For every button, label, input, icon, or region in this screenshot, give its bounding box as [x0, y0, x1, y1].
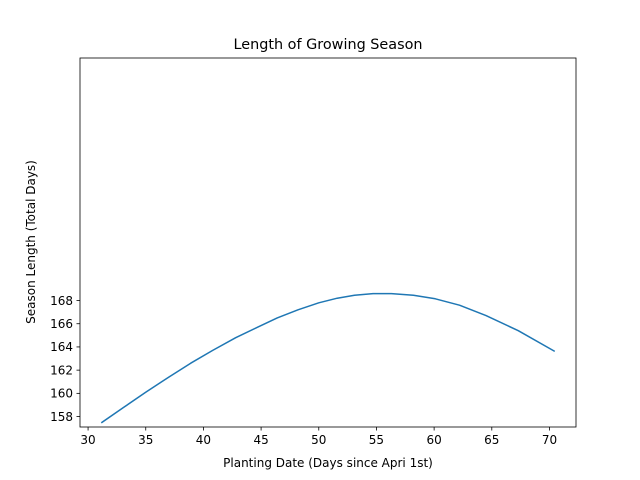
x-tick-label: 45	[253, 433, 268, 447]
x-tick-label: 65	[484, 433, 499, 447]
y-tick-label: 158	[50, 410, 73, 424]
x-axis-ticks: 30 35 40 45 50 55 60 65 70	[80, 427, 557, 447]
plot-frame	[79, 57, 577, 428]
series-layer	[100, 292, 556, 424]
y-tick-label: 160	[50, 387, 73, 401]
y-axis-ticks: 158 160 162 164 166 168	[50, 294, 80, 424]
x-tick-label: 50	[311, 433, 326, 447]
y-axis-label: Season Length (Total Days)	[24, 160, 38, 324]
x-tick-label: 55	[369, 433, 384, 447]
x-axis-label: Planting Date (Days since Apri 1st)	[223, 456, 433, 470]
y-tick-label: 168	[50, 294, 73, 308]
y-tick-label: 166	[50, 317, 73, 331]
x-tick-label: 70	[542, 433, 557, 447]
x-tick-label: 60	[426, 433, 441, 447]
x-tick-label: 30	[80, 433, 95, 447]
x-tick-label: 40	[196, 433, 211, 447]
x-tick-label: 35	[138, 433, 153, 447]
chart-title: Length of Growing Season	[233, 37, 422, 53]
y-tick-label: 162	[50, 363, 73, 377]
series-line	[100, 292, 556, 424]
y-tick-label: 164	[50, 340, 73, 354]
